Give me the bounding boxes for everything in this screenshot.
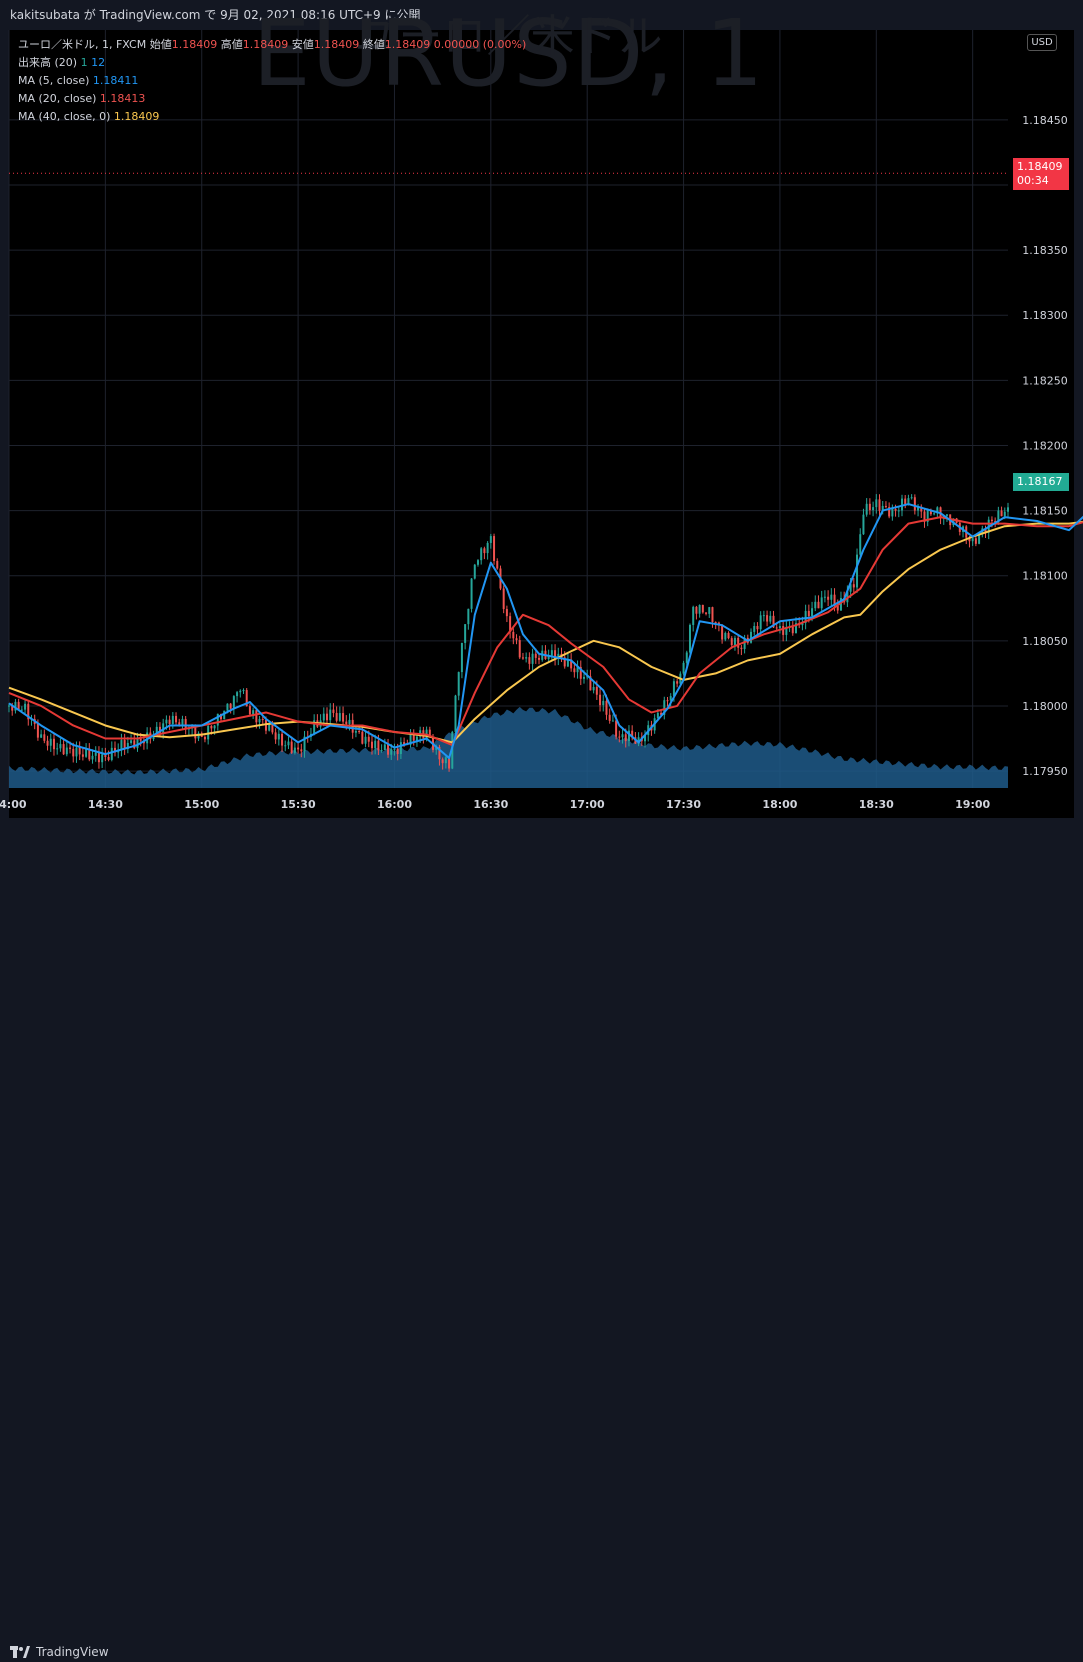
legend-high-value: 1.18409 [242,38,289,51]
ma-price-badge: 1.18167 [1013,473,1069,491]
legend-open-value: 1.18409 [171,38,218,51]
tradingview-brand-text: TradingView [36,1645,109,1659]
legend-ma40-label: MA (40, close, 0) [18,110,111,123]
countdown-timer: 00:34 [1017,174,1049,187]
legend-change: 0.00000 (0.00%) [433,38,527,51]
price-axis[interactable] [1008,30,1074,788]
legend-high-label: 高値 [220,38,243,51]
axis-corner [1008,788,1074,818]
legend-ma5-row[interactable]: MA (5, close) 1.18411 [18,72,526,90]
time-axis[interactable] [9,788,1008,818]
legend-volume-value-2: 12 [91,56,106,69]
legend-ma40-row[interactable]: MA (40, close, 0) 1.18409 [18,108,526,126]
tradingview-logo-icon [10,1646,30,1658]
ma-price-value: 1.18167 [1017,475,1063,488]
publish-header: kakitsubata が TradingView.com で 9月 02, 2… [0,0,1083,30]
legend-open-label: 始値 [149,38,172,51]
legend-ma5-label: MA (5, close) [18,74,90,87]
legend-low-value: 1.18409 [313,38,360,51]
legend-ma40-value: 1.18409 [113,110,160,123]
tradingview-logo[interactable]: TradingView [10,1642,109,1662]
publish-info-text: kakitsubata が TradingView.com で 9月 02, 2… [10,8,421,22]
last-price-badge: 1.18409 00:34 [1013,158,1069,190]
legend-symbol: ユーロ／米ドル, 1, FXCM [18,38,147,51]
footer: TradingView [0,818,1083,1659]
last-price-value: 1.18409 [1017,160,1063,173]
legend-volume-row[interactable]: 出来高 (20) 1 12 [18,54,526,72]
chart-pane[interactable] [9,30,1008,788]
legend-volume-label: 出来高 (20) [18,56,78,69]
legend-volume-value-1: 1 [80,56,88,69]
chart-legend: ユーロ／米ドル, 1, FXCM 始値1.18409 高値1.18409 安値1… [18,36,526,126]
legend-low-label: 安値 [291,38,314,51]
legend-close-label: 終値 [362,38,385,51]
legend-symbol-row[interactable]: ユーロ／米ドル, 1, FXCM 始値1.18409 高値1.18409 安値1… [18,36,526,54]
legend-ma20-value: 1.18413 [99,92,146,105]
currency-badge[interactable]: USD [1027,34,1057,51]
legend-close-value: 1.18409 [384,38,431,51]
legend-ma20-row[interactable]: MA (20, close) 1.18413 [18,90,526,108]
legend-ma20-label: MA (20, close) [18,92,97,105]
legend-ma5-value: 1.18411 [92,74,139,87]
